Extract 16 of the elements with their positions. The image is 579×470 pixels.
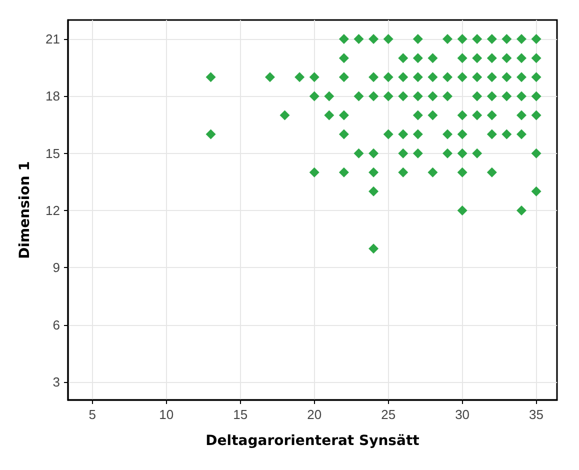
- x-tick-label: 10: [159, 407, 174, 422]
- x-tick-label: 30: [455, 407, 470, 422]
- y-tick-label: 3: [52, 374, 60, 390]
- x-tick-label: 25: [381, 407, 396, 422]
- y-tick-label: 21: [46, 32, 60, 47]
- x-tick-label: 15: [233, 407, 248, 422]
- x-tick-label: 5: [88, 407, 96, 422]
- x-tick-label: 35: [529, 407, 544, 422]
- y-axis-title: Dimension 1: [17, 161, 33, 259]
- x-tick-label: 20: [307, 407, 322, 422]
- y-tick-label: 18: [46, 88, 60, 104]
- y-tick-label: 6: [52, 317, 60, 332]
- y-tick-label: 15: [46, 146, 60, 161]
- y-tick-label: 12: [46, 202, 60, 218]
- y-tick-label: 9: [52, 260, 60, 276]
- x-axis-title: Deltagarorienterat Synsätt: [206, 433, 420, 449]
